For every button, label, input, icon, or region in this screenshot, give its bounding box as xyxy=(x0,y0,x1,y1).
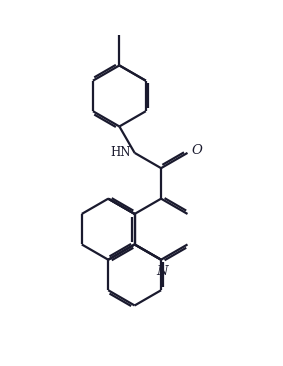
Text: HN: HN xyxy=(111,146,131,159)
Text: N: N xyxy=(156,265,168,278)
Text: O: O xyxy=(192,143,203,157)
